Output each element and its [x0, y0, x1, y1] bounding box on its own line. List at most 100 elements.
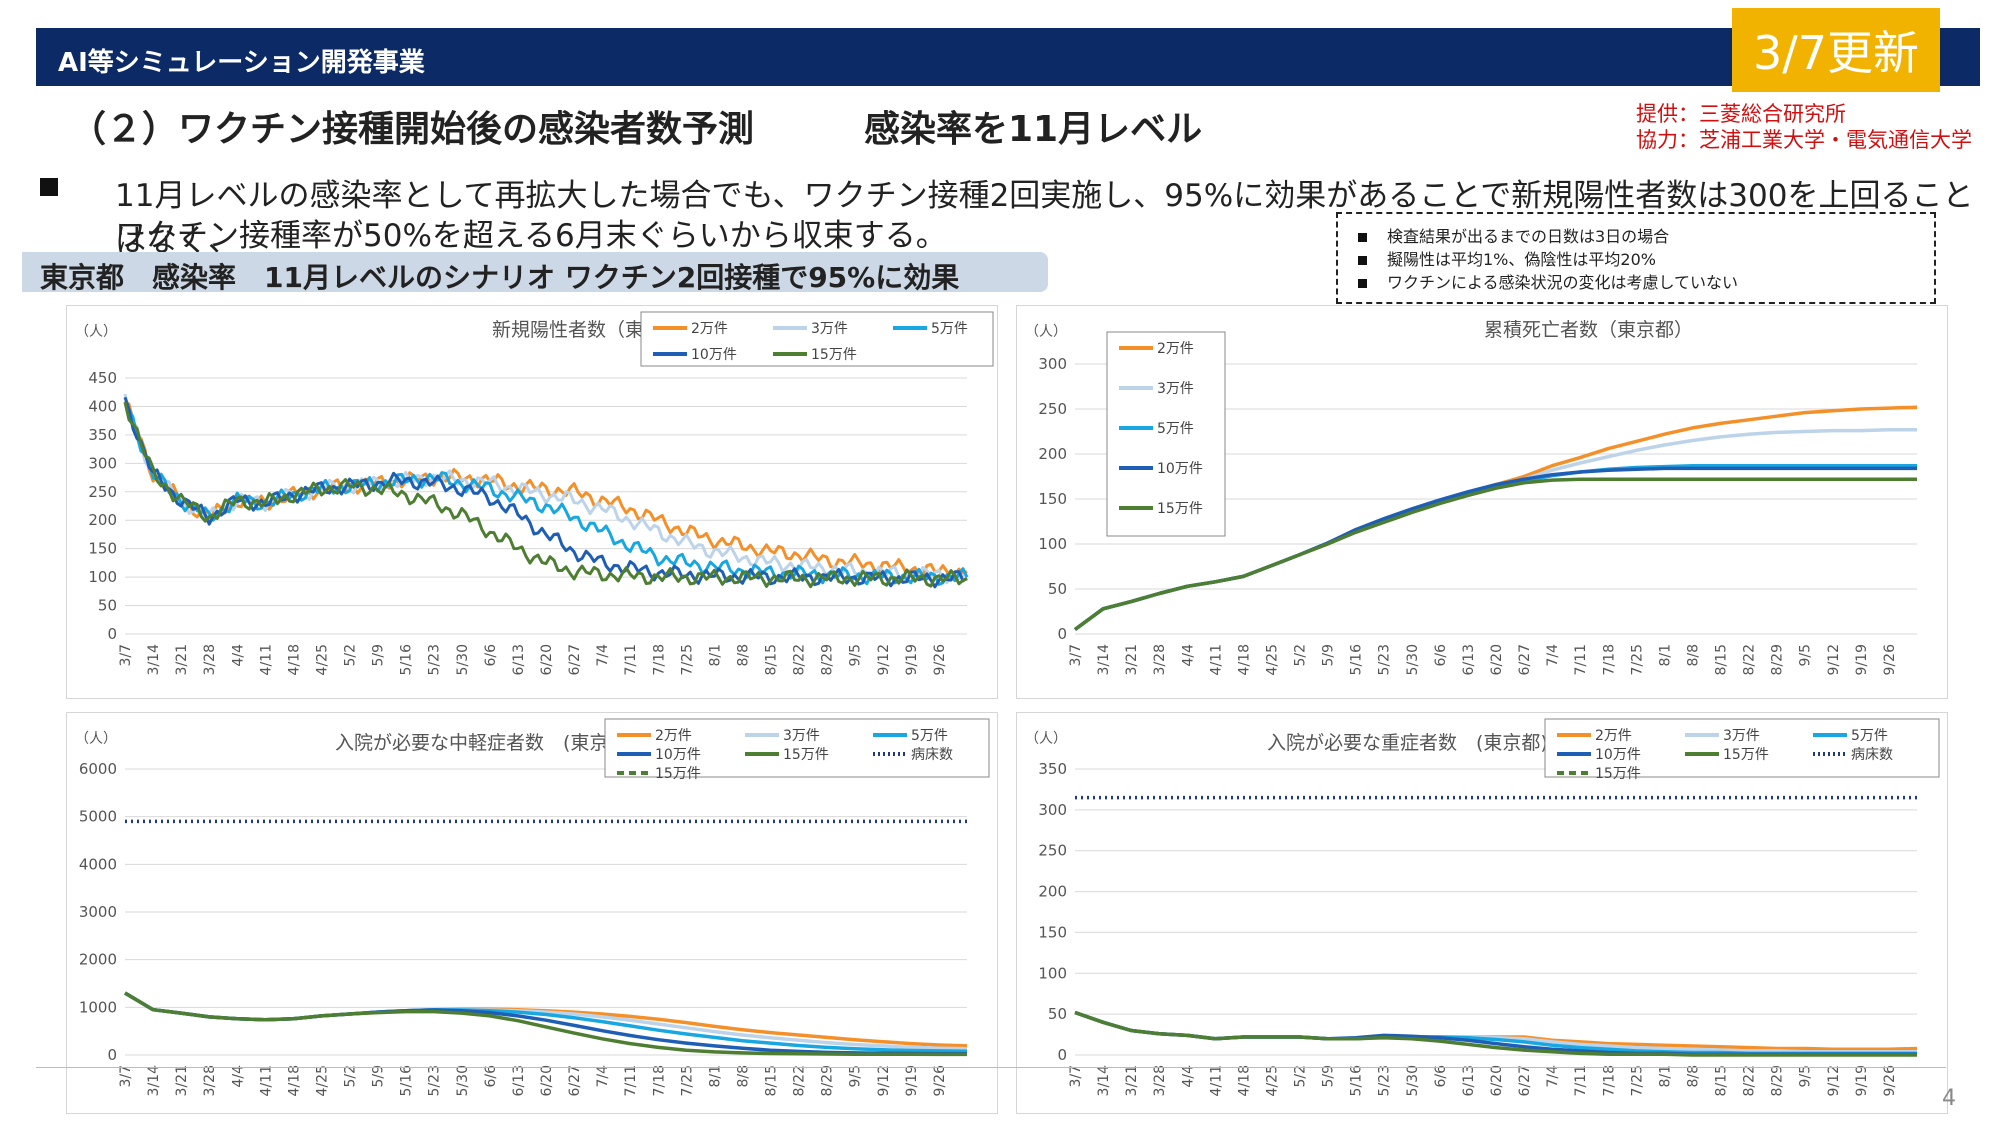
y-tick-label: 150 [1038, 923, 1067, 941]
y-tick-label: 350 [1038, 760, 1067, 778]
x-tick-label: 5/9 [1321, 1065, 1337, 1088]
legend-label: 2万件 [691, 321, 728, 337]
notes-box [1336, 212, 1936, 304]
footer-divider [36, 1067, 1946, 1068]
x-tick-label: 9/19 [1854, 644, 1870, 675]
header-bar-title: AI等シミュレーション開発事業 [58, 48, 425, 78]
y-tick-label: 50 [1048, 580, 1067, 598]
legend-label: 病床数 [911, 747, 953, 763]
x-tick-label: 8/15 [764, 1065, 780, 1096]
legend-label: 5万件 [931, 321, 968, 337]
x-tick-label: 8/15 [1714, 644, 1730, 675]
y-tick-label: 100 [1038, 964, 1067, 982]
x-tick-label: 5/23 [1377, 1065, 1393, 1096]
y-tick-label: 4000 [79, 855, 117, 873]
x-tick-label: 5/23 [1377, 644, 1393, 675]
x-tick-label: 7/25 [1629, 644, 1645, 675]
bullet-icon [40, 178, 58, 196]
header-bar [36, 28, 1980, 86]
y-tick-label: 0 [1057, 625, 1067, 643]
x-tick-label: 8/1 [1657, 1065, 1673, 1088]
x-tick-label: 6/13 [511, 1065, 527, 1096]
x-tick-label: 9/26 [1882, 1065, 1898, 1097]
x-tick-label: 9/12 [1826, 644, 1842, 675]
x-tick-label: 8/29 [1770, 1065, 1786, 1096]
credit-cooperation: 協力：芝浦工業大学・電気通信大学 [1636, 128, 1972, 152]
x-tick-label: 5/9 [1321, 644, 1337, 667]
x-tick-label: 6/20 [1489, 1065, 1505, 1096]
x-tick-label: 8/15 [1714, 1065, 1730, 1096]
legend-label: 15万件 [783, 747, 829, 763]
x-tick-label: 3/21 [1124, 644, 1140, 675]
x-tick-label: 8/22 [1742, 1065, 1758, 1096]
x-tick-label: 8/8 [735, 1065, 751, 1088]
x-tick-label: 3/21 [1124, 1065, 1140, 1096]
x-tick-label: 5/2 [1293, 644, 1309, 667]
x-tick-label: 9/12 [876, 1065, 892, 1096]
legend-label: 5万件 [1157, 421, 1194, 437]
y-tick-label: 50 [98, 597, 117, 615]
legend-label: 3万件 [811, 321, 848, 337]
x-tick-label: 5/16 [1349, 644, 1365, 676]
legend-label: 10万件 [691, 347, 737, 363]
x-tick-label: 8/22 [792, 1065, 808, 1096]
y-tick-label: 200 [1038, 445, 1067, 463]
x-tick-label: 9/19 [1854, 1065, 1870, 1096]
x-tick-label: 9/26 [932, 1065, 948, 1097]
x-tick-label: 6/20 [539, 644, 555, 675]
x-tick-label: 7/18 [1601, 1065, 1617, 1096]
chart-title: 入院が必要な重症者数 (東京都) [1267, 732, 1548, 754]
y-tick-label: 350 [88, 426, 117, 444]
x-tick-label: 7/11 [623, 644, 639, 675]
chart-moderate-inpatients-svg: 入院が必要な中軽症者数 (東京都) （人） 0 1000 2000 3000 4000 500… [75, 718, 990, 1097]
note-item: 検査結果が出るまでの日数は3日の場合 [1358, 223, 1669, 247]
x-tick-label: 6/6 [1433, 1065, 1449, 1088]
x-tick-label: 8/8 [1685, 644, 1701, 667]
x-tick-label: 8/15 [764, 644, 780, 675]
x-tick-label: 8/22 [792, 644, 808, 675]
bullet-icon [1358, 279, 1367, 288]
x-tick-label: 8/22 [1742, 644, 1758, 675]
legend-label: 3万件 [1157, 381, 1194, 397]
series-line [123, 396, 968, 589]
x-tick-label: 6/6 [483, 644, 499, 667]
y-tick-label: 0 [107, 625, 117, 643]
y-tick-label: 100 [1038, 535, 1067, 553]
x-tick-label: 8/1 [707, 644, 723, 667]
y-tick-label: 0 [1057, 1046, 1067, 1064]
y-unit-label: （人） [75, 324, 117, 340]
series-line [124, 399, 968, 581]
x-tick-label: 5/30 [455, 644, 471, 675]
x-tick-label: 9/19 [904, 1065, 920, 1096]
x-tick-label: 4/18 [1236, 644, 1252, 675]
summary-line-2: ワクチン接種率が50%を超える6月末ぐらいから収束する。 [115, 218, 947, 254]
chart-new-positives: 新規陽性者数（東京都） （人） 0 50 100 150 200 250 300 350 400 45… [66, 305, 998, 699]
x-tick-label: 7/4 [1545, 644, 1561, 667]
x-tick-label: 3/14 [1096, 644, 1112, 676]
chart-severe-inpatients-svg: 入院が必要な重症者数 (東京都) （人） 0 50 100 150 200 250 300 350… [1025, 718, 1940, 1097]
series-line [1073, 477, 1917, 631]
x-tick-label: 8/29 [1770, 644, 1786, 675]
x-tick-label: 9/12 [876, 644, 892, 675]
y-tick-label: 250 [1038, 400, 1067, 418]
x-tick-label: 5/2 [1293, 1065, 1309, 1088]
x-tick-label: 7/4 [595, 644, 611, 667]
y-tick-label: 450 [88, 369, 117, 387]
legend-label: 3万件 [1723, 728, 1760, 744]
x-tick-label: 3/14 [146, 644, 162, 676]
legend-box [640, 311, 994, 367]
page-subtitle: 感染率を11月レベル [864, 109, 1203, 150]
x-tick-label: 5/9 [371, 644, 387, 667]
note-item: ワクチンによる感染状況の変化は考慮していない [1358, 269, 1738, 293]
x-tick-label: 7/18 [651, 1065, 667, 1096]
x-tick-label: 7/18 [1601, 644, 1617, 675]
note-text: 擬陽性は平均1%、偽陰性は平均20% [1387, 250, 1656, 269]
x-tick-label: 6/13 [511, 644, 527, 675]
scenario-label: 東京都 感染率 11月レベルのシナリオ ワクチン2回接種で95%に効果 [40, 261, 960, 294]
x-tick-label: 5/30 [455, 1065, 471, 1096]
legend-label: 10万件 [1595, 747, 1641, 763]
x-tick-label: 5/30 [1405, 1065, 1421, 1096]
x-tick-label: 7/11 [1573, 1065, 1589, 1096]
x-tick-label: 6/27 [567, 1065, 583, 1096]
legend-label: 15万件 [1595, 766, 1641, 782]
